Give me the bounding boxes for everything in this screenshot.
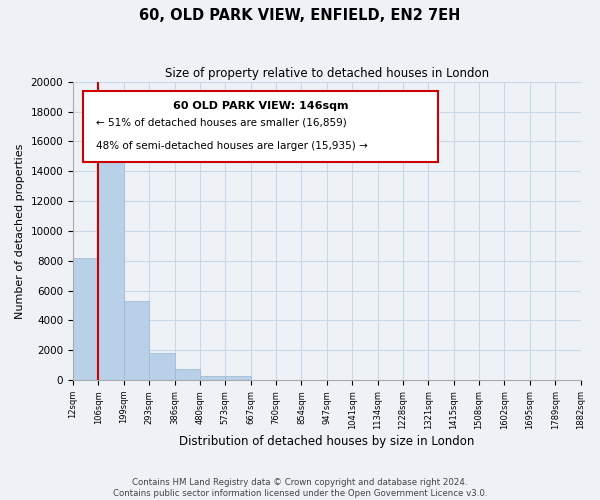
Bar <box>175 369 200 380</box>
X-axis label: Distribution of detached houses by size in London: Distribution of detached houses by size … <box>179 434 475 448</box>
Bar <box>124 301 149 380</box>
Y-axis label: Number of detached properties: Number of detached properties <box>15 143 25 318</box>
Bar <box>98 132 124 380</box>
Bar <box>73 258 98 380</box>
Text: 60, OLD PARK VIEW, ENFIELD, EN2 7EH: 60, OLD PARK VIEW, ENFIELD, EN2 7EH <box>139 8 461 22</box>
Text: 48% of semi-detached houses are larger (15,935) →: 48% of semi-detached houses are larger (… <box>96 142 368 152</box>
FancyBboxPatch shape <box>83 90 439 162</box>
Bar <box>200 376 225 380</box>
Bar <box>225 376 251 380</box>
Text: ← 51% of detached houses are smaller (16,859): ← 51% of detached houses are smaller (16… <box>96 117 347 127</box>
Text: Contains HM Land Registry data © Crown copyright and database right 2024.
Contai: Contains HM Land Registry data © Crown c… <box>113 478 487 498</box>
Text: 60 OLD PARK VIEW: 146sqm: 60 OLD PARK VIEW: 146sqm <box>173 101 349 111</box>
Title: Size of property relative to detached houses in London: Size of property relative to detached ho… <box>165 68 489 80</box>
Bar <box>149 353 175 380</box>
